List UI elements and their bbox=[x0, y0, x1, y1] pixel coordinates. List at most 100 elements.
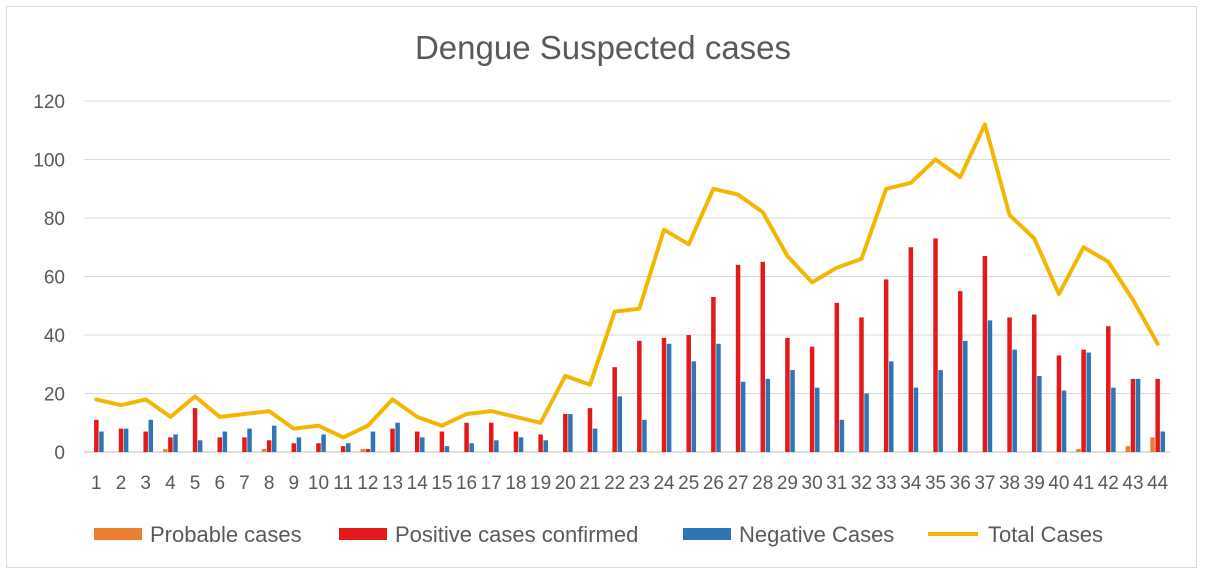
x-tick-label: 2 bbox=[116, 473, 127, 494]
y-tick-label: 100 bbox=[33, 151, 65, 172]
x-tick-label: 44 bbox=[1147, 473, 1169, 494]
bar-positive-cases-confirmed bbox=[563, 413, 568, 452]
bar-positive-cases-confirmed bbox=[143, 431, 148, 452]
bar-negative-cases bbox=[99, 431, 104, 452]
x-tick-label: 4 bbox=[165, 473, 176, 494]
bar-negative-cases bbox=[444, 446, 450, 452]
x-axis-ticks: 1 2 3 4 5 6 7 8 9 10 11 12 13 14 15 16 17 18 19 20 21 22 23 24 2… bbox=[91, 473, 1169, 494]
bar-positive-cases-confirmed bbox=[464, 422, 469, 452]
y-tick-label: 40 bbox=[44, 326, 65, 347]
bar-negative-cases bbox=[296, 437, 302, 452]
bar-negative-cases bbox=[617, 396, 623, 452]
bar-positive-cases-confirmed bbox=[266, 440, 272, 452]
bar-positive-cases-confirmed bbox=[637, 340, 642, 452]
bar-positive-cases-confirmed bbox=[168, 437, 173, 452]
bar-negative-cases bbox=[765, 378, 771, 452]
bar-positive-cases-confirmed bbox=[390, 428, 395, 452]
x-tick-label: 36 bbox=[950, 473, 971, 494]
bar-negative-cases bbox=[963, 340, 968, 452]
legend-label: Positive cases confirmed bbox=[395, 522, 638, 547]
legend-swatch bbox=[94, 528, 142, 540]
bar-negative-cases bbox=[148, 419, 154, 452]
bar-probable-cases bbox=[1150, 437, 1155, 452]
bar-positive-cases-confirmed bbox=[859, 317, 864, 452]
bar-probable-cases bbox=[163, 449, 168, 452]
x-tick-label: 7 bbox=[239, 473, 250, 494]
x-tick-label: 32 bbox=[851, 473, 872, 494]
bar-negative-cases bbox=[691, 361, 697, 452]
x-tick-label: 35 bbox=[925, 473, 946, 494]
bar-positive-cases-confirmed bbox=[834, 302, 840, 452]
bar-positive-cases-confirmed bbox=[809, 346, 815, 452]
gridlines bbox=[84, 100, 1170, 453]
bar-negative-cases bbox=[864, 393, 869, 452]
bar-positive-cases-confirmed bbox=[414, 431, 420, 452]
bar-negative-cases bbox=[271, 425, 277, 452]
x-tick-label: 43 bbox=[1122, 473, 1143, 494]
bar-negative-cases bbox=[913, 387, 919, 452]
legend-label: Total Cases bbox=[988, 522, 1103, 547]
x-tick-label: 19 bbox=[530, 473, 551, 494]
x-tick-label: 15 bbox=[431, 473, 452, 494]
bar-negative-cases bbox=[370, 431, 376, 452]
bar-positive-cases-confirmed bbox=[908, 247, 914, 452]
y-tick-label: 80 bbox=[44, 209, 65, 230]
bar-positive-cases-confirmed bbox=[711, 296, 716, 452]
bar-negative-cases bbox=[173, 434, 178, 452]
bar-positive-cases-confirmed bbox=[365, 449, 371, 452]
y-tick-label: 60 bbox=[44, 268, 65, 289]
x-tick-label: 8 bbox=[264, 473, 275, 494]
legend-label: Negative Cases bbox=[739, 522, 894, 547]
bar-negative-cases bbox=[1135, 378, 1141, 452]
bar-positive-cases-confirmed bbox=[883, 279, 889, 452]
bar-negative-cases bbox=[1012, 349, 1017, 452]
bar-positive-cases-confirmed bbox=[1130, 378, 1136, 452]
y-tick-label: 120 bbox=[33, 92, 65, 113]
x-tick-label: 11 bbox=[333, 473, 353, 494]
legend-swatch bbox=[339, 528, 387, 540]
bar-negative-cases bbox=[494, 440, 499, 452]
bar-negative-cases bbox=[518, 437, 524, 452]
x-tick-label: 12 bbox=[357, 473, 378, 494]
bar-negative-cases bbox=[716, 343, 721, 452]
x-tick-label: 21 bbox=[579, 473, 600, 494]
chart-title: Dengue Suspected cases bbox=[415, 29, 791, 66]
bar-negative-cases bbox=[321, 434, 326, 452]
bar-positive-cases-confirmed bbox=[439, 431, 445, 452]
bar-negative-cases bbox=[543, 440, 548, 452]
x-tick-label: 5 bbox=[190, 473, 201, 494]
x-tick-label: 23 bbox=[629, 473, 650, 494]
x-tick-label: 27 bbox=[727, 473, 748, 494]
x-tick-label: 33 bbox=[876, 473, 897, 494]
total-cases-line bbox=[94, 122, 1160, 440]
legend-label: Probable cases bbox=[150, 522, 302, 547]
x-tick-label: 6 bbox=[214, 473, 225, 494]
x-tick-label: 37 bbox=[974, 473, 995, 494]
bar-positive-cases-confirmed bbox=[957, 291, 963, 452]
bar-positive-cases-confirmed bbox=[785, 337, 790, 452]
bar-positive-cases-confirmed bbox=[291, 443, 297, 452]
x-tick-label: 16 bbox=[456, 473, 477, 494]
x-tick-label: 28 bbox=[752, 473, 773, 494]
bar-probable-cases bbox=[360, 449, 365, 452]
bar-negative-cases bbox=[222, 431, 228, 452]
bar-negative-cases bbox=[1086, 352, 1091, 452]
bar-negative-cases bbox=[839, 419, 845, 452]
bar-negative-cases bbox=[938, 370, 943, 452]
x-tick-label: 38 bbox=[999, 473, 1020, 494]
bar-positive-cases-confirmed bbox=[760, 261, 765, 452]
bar-positive-cases-confirmed bbox=[933, 238, 938, 452]
bars bbox=[94, 238, 1166, 452]
x-tick-label: 13 bbox=[382, 473, 403, 494]
y-tick-label: 0 bbox=[54, 443, 65, 464]
bar-negative-cases bbox=[197, 440, 203, 452]
bar-negative-cases bbox=[1160, 431, 1166, 452]
bar-negative-cases bbox=[247, 428, 252, 452]
bar-probable-cases bbox=[261, 449, 267, 452]
x-tick-label: 34 bbox=[900, 473, 922, 494]
bar-negative-cases bbox=[568, 413, 573, 452]
bar-positive-cases-confirmed bbox=[587, 408, 593, 452]
x-tick-label: 1 bbox=[91, 473, 102, 494]
bar-negative-cases bbox=[592, 428, 598, 452]
